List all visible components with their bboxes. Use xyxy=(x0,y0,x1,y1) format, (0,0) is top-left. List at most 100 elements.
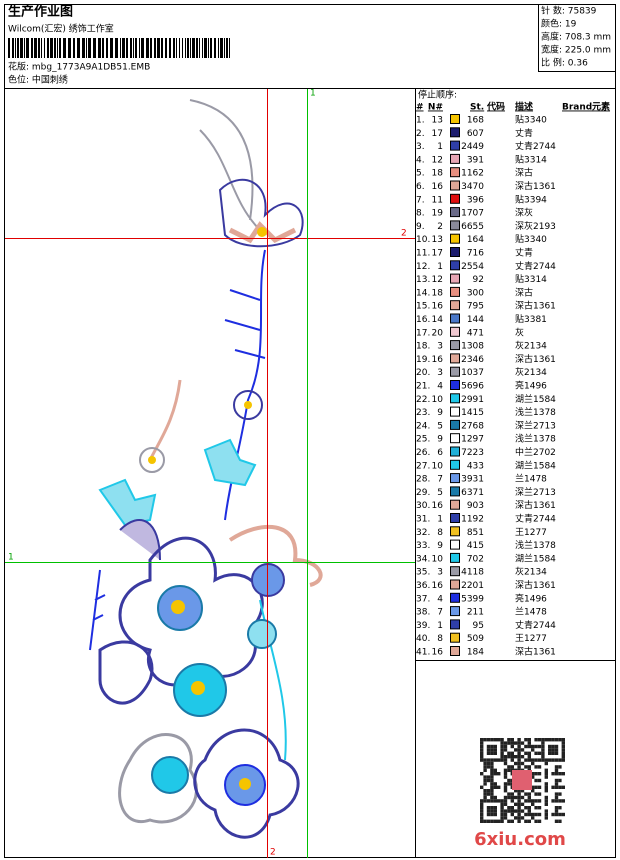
qr-cell xyxy=(534,792,538,796)
needle: 20 xyxy=(432,328,444,338)
qr-cell xyxy=(507,819,511,823)
qr-cell xyxy=(551,772,555,776)
qr-cell xyxy=(490,748,494,752)
row-index: 7. xyxy=(416,195,425,205)
guide-label: 1 xyxy=(310,89,316,99)
qr-cell xyxy=(537,778,542,783)
qr-cell xyxy=(486,819,491,823)
bar xyxy=(185,38,186,58)
qr-cell xyxy=(541,738,545,742)
qr-cell xyxy=(531,789,535,793)
swatch xyxy=(450,193,460,204)
description: 王1277 xyxy=(515,633,547,644)
qr-cell xyxy=(480,738,484,742)
needle: 8 xyxy=(437,528,443,538)
qr-cell xyxy=(534,806,538,810)
qr-cell xyxy=(544,802,548,806)
qr-cell xyxy=(490,772,494,776)
swatch xyxy=(450,632,460,643)
stitches: 1415 xyxy=(461,408,484,418)
bar xyxy=(190,38,191,58)
stitches: 6371 xyxy=(461,488,484,498)
needle: 9 xyxy=(437,541,443,551)
swatch xyxy=(450,153,460,164)
description: 贴3314 xyxy=(515,273,547,285)
qr-cell xyxy=(534,772,538,776)
qr-cell xyxy=(486,799,491,803)
qr-cell xyxy=(493,744,497,749)
row-index: 5. xyxy=(416,169,425,179)
qr-cell xyxy=(483,795,487,800)
qr-cell xyxy=(554,806,559,810)
qr-cell xyxy=(520,748,525,752)
qr-cell xyxy=(527,809,531,813)
qr-cell xyxy=(493,751,497,755)
qr-cell xyxy=(490,775,494,779)
stitches: 2554 xyxy=(461,262,484,272)
qr-cell xyxy=(503,795,508,800)
qr-cell xyxy=(517,738,521,742)
qr-cell xyxy=(558,812,562,817)
description: 浅兰1378 xyxy=(515,539,556,551)
qr-cell xyxy=(517,748,521,752)
qr-cell xyxy=(493,812,497,817)
qr-cell xyxy=(534,738,538,742)
qr-cell xyxy=(500,816,504,820)
description: 深古1361 xyxy=(515,579,556,591)
swatch xyxy=(450,566,460,577)
bar xyxy=(150,38,152,58)
description: 深兰2713 xyxy=(515,486,556,498)
qr-cell xyxy=(551,785,555,789)
needle: 17 xyxy=(432,249,443,259)
qr-cell xyxy=(527,738,531,742)
qr-cell xyxy=(554,812,559,817)
swatch xyxy=(450,233,460,244)
qr-cell xyxy=(524,758,528,762)
column-header: 描述 xyxy=(515,101,533,113)
bar xyxy=(133,38,134,58)
qr-cell xyxy=(537,785,542,789)
qr-cell xyxy=(507,768,511,772)
qr-cell xyxy=(493,738,497,742)
qr-cell xyxy=(500,755,504,759)
row-index: 14. xyxy=(416,288,430,298)
qr-cell xyxy=(517,806,521,810)
row-index: 2. xyxy=(416,129,425,139)
qr-cell xyxy=(524,744,528,749)
qr-cell xyxy=(537,812,542,817)
bar xyxy=(146,38,149,58)
swatch xyxy=(450,220,460,231)
qr-cell xyxy=(541,751,545,755)
bar xyxy=(47,38,49,58)
bar xyxy=(57,38,58,58)
qr-cell xyxy=(524,765,528,769)
description: 灰 xyxy=(515,326,524,338)
qr-cell xyxy=(500,806,504,810)
bar xyxy=(41,38,42,58)
bar xyxy=(176,38,177,58)
qr-cell xyxy=(561,755,565,759)
column-header: # xyxy=(416,103,424,113)
bar xyxy=(179,38,180,58)
qr-cell xyxy=(510,755,514,759)
qr-cell xyxy=(490,799,494,803)
row-index: 9. xyxy=(416,222,425,232)
stitches: 4118 xyxy=(461,568,484,578)
qr-cell xyxy=(490,744,494,749)
qr-cell xyxy=(486,761,491,766)
qr-cell xyxy=(514,741,518,745)
qr-cell xyxy=(497,785,501,789)
qr-cell xyxy=(480,741,484,745)
qr-cell xyxy=(520,816,525,820)
embroidery-design xyxy=(89,99,323,839)
swatch xyxy=(450,380,460,390)
swatch xyxy=(450,433,460,444)
qr-cell xyxy=(517,799,521,803)
qr-cell xyxy=(541,744,545,749)
qr-cell xyxy=(480,785,484,789)
swatch xyxy=(450,499,460,510)
qr-cell xyxy=(510,806,514,810)
qr-cell xyxy=(548,758,552,762)
qr-cell xyxy=(527,806,531,810)
bar xyxy=(130,38,132,58)
